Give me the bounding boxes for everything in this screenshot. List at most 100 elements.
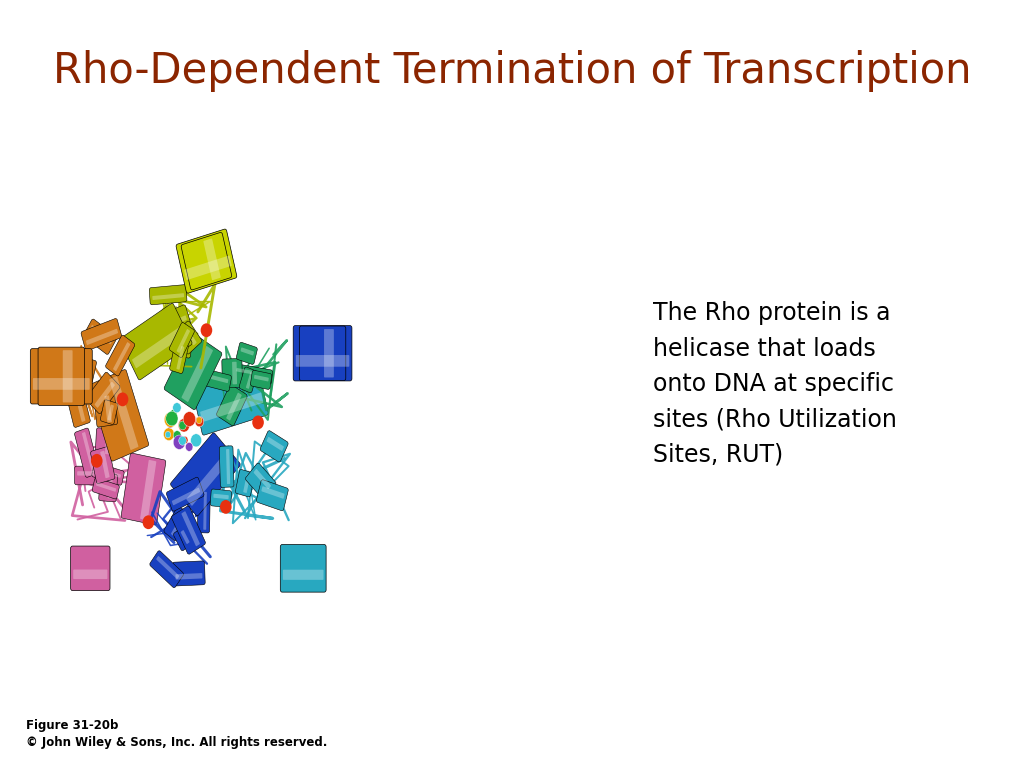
- FancyBboxPatch shape: [181, 511, 200, 546]
- FancyBboxPatch shape: [226, 449, 230, 484]
- FancyBboxPatch shape: [121, 453, 166, 525]
- FancyBboxPatch shape: [172, 561, 205, 586]
- Circle shape: [190, 434, 202, 447]
- FancyBboxPatch shape: [232, 362, 238, 384]
- FancyBboxPatch shape: [31, 349, 92, 404]
- FancyBboxPatch shape: [167, 305, 190, 331]
- FancyBboxPatch shape: [175, 573, 203, 580]
- FancyBboxPatch shape: [84, 319, 117, 355]
- FancyBboxPatch shape: [176, 229, 237, 293]
- FancyBboxPatch shape: [100, 451, 110, 478]
- FancyBboxPatch shape: [95, 467, 121, 478]
- FancyBboxPatch shape: [62, 350, 73, 402]
- FancyBboxPatch shape: [260, 431, 288, 462]
- Circle shape: [179, 436, 186, 445]
- Circle shape: [173, 402, 181, 412]
- FancyBboxPatch shape: [281, 545, 326, 592]
- FancyBboxPatch shape: [108, 477, 113, 498]
- FancyBboxPatch shape: [283, 570, 324, 580]
- FancyBboxPatch shape: [181, 233, 231, 290]
- FancyBboxPatch shape: [174, 321, 202, 354]
- FancyBboxPatch shape: [132, 326, 185, 368]
- FancyBboxPatch shape: [246, 372, 253, 389]
- FancyBboxPatch shape: [68, 396, 90, 428]
- FancyBboxPatch shape: [108, 405, 114, 421]
- FancyBboxPatch shape: [296, 355, 349, 367]
- FancyBboxPatch shape: [166, 333, 193, 358]
- FancyBboxPatch shape: [180, 530, 189, 544]
- Circle shape: [167, 421, 173, 429]
- FancyBboxPatch shape: [240, 367, 257, 392]
- FancyBboxPatch shape: [244, 475, 250, 493]
- FancyBboxPatch shape: [98, 473, 118, 502]
- FancyBboxPatch shape: [184, 256, 231, 280]
- FancyBboxPatch shape: [293, 326, 352, 381]
- FancyBboxPatch shape: [105, 432, 111, 454]
- FancyBboxPatch shape: [167, 477, 204, 511]
- Circle shape: [91, 454, 102, 468]
- FancyBboxPatch shape: [92, 478, 120, 499]
- FancyBboxPatch shape: [150, 285, 187, 305]
- FancyBboxPatch shape: [104, 396, 112, 422]
- FancyBboxPatch shape: [140, 460, 157, 520]
- FancyBboxPatch shape: [33, 378, 90, 390]
- FancyBboxPatch shape: [254, 375, 268, 382]
- FancyBboxPatch shape: [176, 346, 184, 369]
- FancyBboxPatch shape: [198, 488, 210, 533]
- FancyBboxPatch shape: [75, 428, 99, 478]
- FancyBboxPatch shape: [110, 376, 138, 450]
- FancyBboxPatch shape: [236, 469, 255, 497]
- Circle shape: [201, 323, 212, 337]
- FancyBboxPatch shape: [79, 357, 96, 383]
- FancyBboxPatch shape: [261, 486, 285, 498]
- Text: The Rho protein is a
helicase that loads
onto DNA at specific
sites (Rho Utiliza: The Rho protein is a helicase that loads…: [653, 301, 897, 467]
- FancyBboxPatch shape: [232, 364, 272, 385]
- Circle shape: [185, 442, 193, 452]
- FancyBboxPatch shape: [157, 556, 179, 579]
- FancyBboxPatch shape: [203, 369, 231, 392]
- FancyBboxPatch shape: [90, 325, 113, 344]
- FancyBboxPatch shape: [237, 343, 257, 364]
- FancyBboxPatch shape: [82, 432, 95, 472]
- FancyBboxPatch shape: [200, 392, 263, 422]
- FancyBboxPatch shape: [181, 346, 213, 402]
- FancyBboxPatch shape: [172, 316, 186, 326]
- FancyBboxPatch shape: [153, 293, 184, 300]
- FancyBboxPatch shape: [75, 466, 102, 485]
- Circle shape: [170, 409, 177, 418]
- FancyBboxPatch shape: [105, 335, 135, 376]
- Circle shape: [178, 419, 189, 432]
- FancyBboxPatch shape: [100, 400, 118, 425]
- FancyBboxPatch shape: [222, 359, 243, 388]
- FancyBboxPatch shape: [324, 329, 334, 378]
- Circle shape: [164, 428, 174, 441]
- FancyBboxPatch shape: [96, 482, 116, 492]
- FancyBboxPatch shape: [77, 472, 99, 475]
- FancyBboxPatch shape: [92, 462, 124, 485]
- FancyBboxPatch shape: [94, 392, 118, 427]
- FancyBboxPatch shape: [38, 347, 85, 406]
- Circle shape: [165, 432, 171, 438]
- FancyBboxPatch shape: [183, 326, 197, 346]
- FancyBboxPatch shape: [95, 428, 116, 458]
- FancyBboxPatch shape: [256, 480, 289, 511]
- FancyBboxPatch shape: [71, 546, 110, 591]
- FancyBboxPatch shape: [89, 369, 148, 461]
- FancyBboxPatch shape: [113, 343, 130, 371]
- FancyBboxPatch shape: [204, 238, 221, 280]
- Circle shape: [173, 431, 181, 440]
- FancyBboxPatch shape: [150, 551, 183, 588]
- FancyBboxPatch shape: [86, 362, 92, 379]
- FancyBboxPatch shape: [246, 463, 276, 499]
- FancyBboxPatch shape: [86, 329, 118, 345]
- Circle shape: [220, 500, 231, 514]
- FancyBboxPatch shape: [226, 392, 242, 421]
- FancyBboxPatch shape: [193, 366, 268, 435]
- FancyBboxPatch shape: [164, 333, 222, 409]
- FancyBboxPatch shape: [164, 506, 190, 541]
- FancyBboxPatch shape: [176, 329, 190, 353]
- Circle shape: [166, 412, 178, 426]
- FancyBboxPatch shape: [172, 488, 200, 505]
- Circle shape: [196, 416, 204, 427]
- Circle shape: [117, 392, 128, 406]
